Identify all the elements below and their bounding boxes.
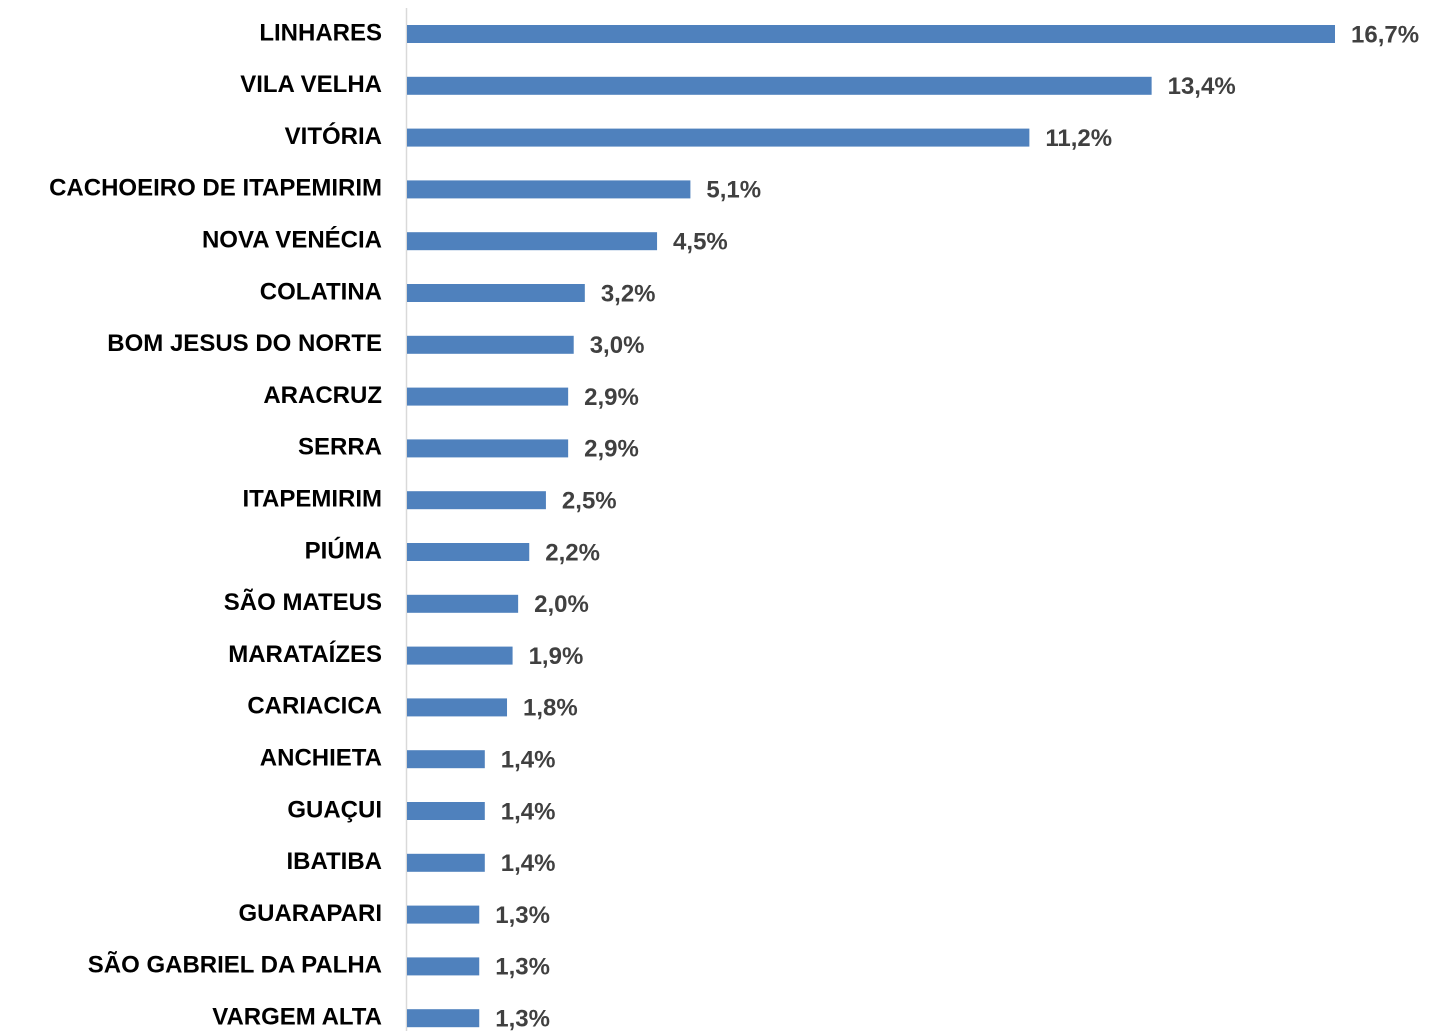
bar <box>407 750 485 769</box>
value-label: 1,3% <box>495 1006 550 1033</box>
category-label: ANCHIETA <box>260 745 382 772</box>
value-label: 2,9% <box>584 436 639 463</box>
bar <box>407 905 480 924</box>
bar <box>407 439 569 458</box>
category-label: LINHARES <box>259 19 382 46</box>
value-label: 3,0% <box>590 332 645 359</box>
category-label: SÃO MATEUS <box>224 588 382 616</box>
bar <box>407 180 691 199</box>
bar <box>407 698 508 717</box>
value-label: 1,8% <box>523 695 578 722</box>
category-label: GUAÇUI <box>287 796 382 823</box>
bar <box>407 802 485 820</box>
bar <box>407 543 530 561</box>
category-label: VARGEM ALTA <box>212 1004 382 1031</box>
bar <box>407 1009 480 1028</box>
value-label: 5,1% <box>706 177 761 204</box>
value-label: 1,4% <box>501 798 556 825</box>
bar <box>407 284 585 302</box>
value-label: 16,7% <box>1351 21 1419 48</box>
bar <box>407 853 485 872</box>
category-label: NOVA VENÉCIA <box>202 226 382 254</box>
category-label: SERRA <box>298 434 382 461</box>
value-label: 13,4% <box>1168 73 1236 100</box>
value-label: 1,3% <box>495 902 550 929</box>
value-label: 1,4% <box>501 850 556 877</box>
category-label: BOM JESUS DO NORTE <box>107 330 382 357</box>
value-label: 1,4% <box>501 747 556 774</box>
category-label: VITÓRIA <box>285 122 382 150</box>
category-label: MARATAÍZES <box>228 640 382 668</box>
value-label: 1,9% <box>529 643 584 670</box>
category-label: SÃO GABRIEL DA PALHA <box>88 951 382 979</box>
category-label: GUARAPARI <box>238 900 382 927</box>
category-label: PIÚMA <box>305 536 382 564</box>
value-label: 11,2% <box>1045 125 1112 152</box>
category-label: IBATIBA <box>286 848 382 875</box>
value-label: 3,2% <box>601 280 656 307</box>
bar <box>407 387 569 406</box>
bar <box>407 594 519 613</box>
category-label: CARIACICA <box>247 693 382 720</box>
value-label: 1,3% <box>495 954 550 981</box>
value-label: 4,5% <box>673 229 728 256</box>
category-label: CACHOEIRO DE ITAPEMIRIM <box>49 175 382 202</box>
value-label: 2,2% <box>545 539 600 566</box>
bar <box>407 232 658 251</box>
bar <box>407 128 1030 147</box>
value-label: 2,0% <box>534 591 589 618</box>
category-label: ARACRUZ <box>263 382 382 409</box>
value-label: 2,9% <box>584 384 639 411</box>
bar <box>407 76 1152 95</box>
category-label: ITAPEMIRIM <box>242 486 382 513</box>
bar <box>407 335 574 354</box>
bar <box>407 957 480 976</box>
bar <box>407 491 546 510</box>
bar <box>407 646 513 665</box>
bar <box>407 25 1335 43</box>
category-label: VILA VELHA <box>240 71 382 98</box>
category-label: COLATINA <box>260 278 382 305</box>
value-label: 2,5% <box>562 488 617 515</box>
